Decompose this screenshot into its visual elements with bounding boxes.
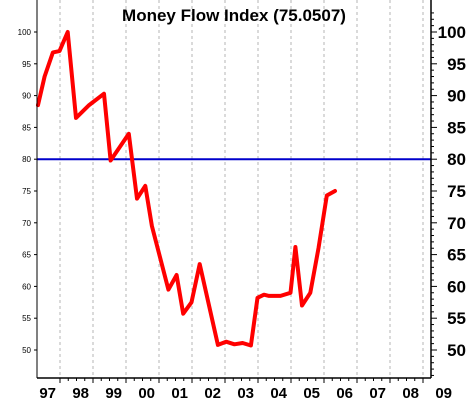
x-tick-label: 06 [336, 385, 353, 402]
x-tick-label: 04 [270, 385, 287, 402]
mfi-series-line [36, 30, 337, 348]
y-axis-left-ticks: 50 55 60 65 70 75 80 85 90 95 100 [18, 28, 37, 355]
y-right-tick-label: 90 [447, 87, 466, 106]
y-left-tick-label: 70 [22, 219, 31, 228]
y-left-tick-label: 80 [22, 155, 31, 164]
x-tick-label: 98 [72, 385, 89, 402]
y-right-tick-label: 85 [447, 118, 466, 137]
x-axis-ticks: 97 98 99 00 01 02 03 04 05 06 07 08 09 [39, 378, 452, 402]
y-right-tick-label: 100 [438, 23, 466, 42]
x-tick-label: 02 [204, 385, 221, 402]
vertical-grid [59, 0, 424, 378]
y-left-tick-label: 65 [22, 251, 31, 260]
y-right-tick-label: 95 [447, 55, 466, 74]
x-tick-label: 00 [138, 385, 155, 402]
y-right-tick-label: 60 [447, 277, 466, 296]
x-tick-label: 97 [39, 385, 56, 402]
y-left-tick-label: 60 [22, 282, 31, 291]
y-right-tick-label: 65 [447, 246, 466, 265]
x-tick-label: 05 [303, 385, 320, 402]
x-tick-label: 08 [402, 385, 419, 402]
y-left-tick-label: 85 [22, 123, 31, 132]
x-tick-label: 99 [105, 385, 122, 402]
y-right-tick-label: 50 [447, 341, 466, 360]
y-right-tick-label: 80 [447, 150, 466, 169]
chart-title: Money Flow Index (75.0507) [122, 6, 346, 25]
y-left-tick-label: 55 [22, 314, 31, 323]
x-tick-label: 03 [237, 385, 254, 402]
y-right-tick-label: 75 [447, 182, 466, 201]
y-axis-right-ticks: 50 55 60 65 70 75 80 85 90 95 100 [431, 12, 466, 376]
y-left-tick-label: 75 [22, 187, 31, 196]
x-tick-label: 07 [369, 385, 386, 402]
y-left-tick-label: 90 [22, 92, 31, 101]
y-left-tick-label: 50 [22, 346, 31, 355]
x-tick-label: 01 [171, 385, 188, 402]
y-left-tick-label: 95 [22, 60, 31, 69]
y-right-tick-label: 55 [447, 309, 466, 328]
x-tick-label: 09 [435, 385, 452, 402]
y-left-tick-label: 100 [18, 28, 32, 37]
y-right-tick-label: 70 [447, 214, 466, 233]
